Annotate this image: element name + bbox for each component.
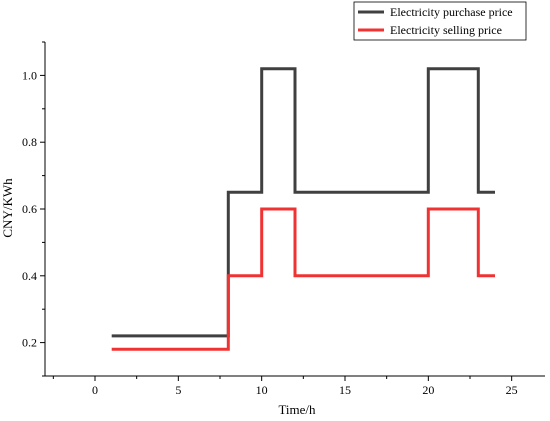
legend-label-selling: Electricity selling price	[390, 23, 502, 37]
legend-box	[353, 1, 527, 41]
legend: Electricity purchase price Electricity se…	[353, 1, 527, 41]
series-line-selling-price	[111, 207, 495, 351]
y-tick-label: 1.0	[22, 68, 37, 82]
series-lines	[111, 67, 495, 351]
axes: 0 5 10 15 20 25 0.2 0.4 0.6 0.8 1.0	[22, 41, 545, 397]
legend-label-purchase: Electricity purchase price	[390, 5, 513, 19]
x-tick-label: 5	[175, 383, 181, 397]
series-line-purchase-price	[111, 67, 495, 338]
y-tick-label: 0.4	[22, 269, 37, 283]
x-axis-label: Time/h	[278, 402, 316, 417]
y-tick-label: 0.8	[22, 135, 37, 149]
y-tick-label: 0.6	[22, 202, 37, 216]
x-tick-label: 15	[339, 383, 351, 397]
x-tick-label: 25	[506, 383, 518, 397]
y-axis-label: CNY/KWh	[0, 178, 15, 238]
y-tick-label: 0.2	[22, 336, 37, 350]
x-tick-label: 10	[256, 383, 268, 397]
x-tick-label: 20	[422, 383, 434, 397]
x-tick-label: 0	[92, 383, 98, 397]
